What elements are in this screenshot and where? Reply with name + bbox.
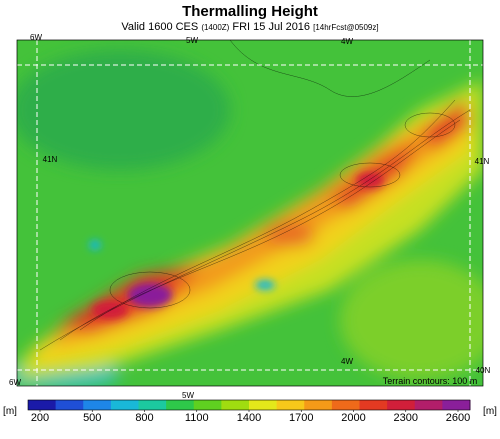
- colorbar-swatch: [331, 400, 360, 410]
- subtitle-date: FRI 15 Jul 2016: [232, 21, 310, 33]
- colorbar-swatch: [110, 400, 139, 410]
- title: Thermalling Height: [182, 3, 318, 20]
- subtitle-forecast: [14hrFcst@0509z]: [313, 23, 378, 32]
- map-label: 6W: [9, 378, 21, 387]
- colorbar-swatch: [304, 400, 333, 410]
- colorbar-tick-label: 2300: [394, 412, 418, 424]
- colorbar-unit: [m]: [3, 406, 17, 417]
- map-label: 4W: [341, 37, 353, 46]
- colorbar-swatch: [414, 400, 443, 410]
- footer: Terrain contours: 100 m: [383, 376, 478, 386]
- colorbar-swatch: [138, 400, 167, 410]
- colorbar-swatch: [387, 400, 416, 410]
- colorbar-tick-label: 500: [83, 412, 101, 424]
- colorbar-swatch: [276, 400, 305, 410]
- colorbar: 200 500 800 1100 1400 1700 2000 2300 2600: [27, 399, 471, 424]
- colorbar-swatch: [55, 400, 84, 410]
- map-label: 41N: [43, 155, 58, 164]
- colorbar-tick-label: 1100: [185, 412, 209, 424]
- colorbar-unit: [m]: [483, 406, 497, 417]
- colorbar-tick-label: 1400: [237, 412, 261, 424]
- subtitle-utc: (1400Z): [201, 23, 229, 32]
- colorbar-tick-label: 1700: [289, 412, 313, 424]
- colorbar-swatch: [442, 400, 471, 410]
- colorbar-tick-label: 2600: [446, 412, 470, 424]
- subtitle-valid: Valid 1600 CES: [121, 21, 198, 33]
- map-label: 41N: [475, 157, 490, 166]
- map: [17, 40, 483, 386]
- colorbar-tick-label: 200: [31, 412, 49, 424]
- colorbar-swatch: [221, 400, 250, 410]
- map-label: 5W: [186, 36, 198, 45]
- colorbar-swatch: [249, 400, 278, 410]
- colorbar-swatch: [28, 400, 57, 410]
- subtitle: Valid 1600 CES (1400Z) FRI 15 Jul 2016 […: [121, 21, 378, 33]
- colorbar-swatch: [193, 400, 222, 410]
- colorbar-tick-label: 800: [135, 412, 153, 424]
- map-label: 6W: [30, 33, 42, 42]
- colorbar-swatch: [83, 400, 112, 410]
- map-label: 40N: [476, 366, 491, 375]
- map-label: 5W: [182, 391, 194, 400]
- colorbar-tick-label: 2000: [341, 412, 365, 424]
- colorbar-swatch: [166, 400, 195, 410]
- map-label: 4W: [341, 357, 353, 366]
- colorbar-swatch: [359, 400, 388, 410]
